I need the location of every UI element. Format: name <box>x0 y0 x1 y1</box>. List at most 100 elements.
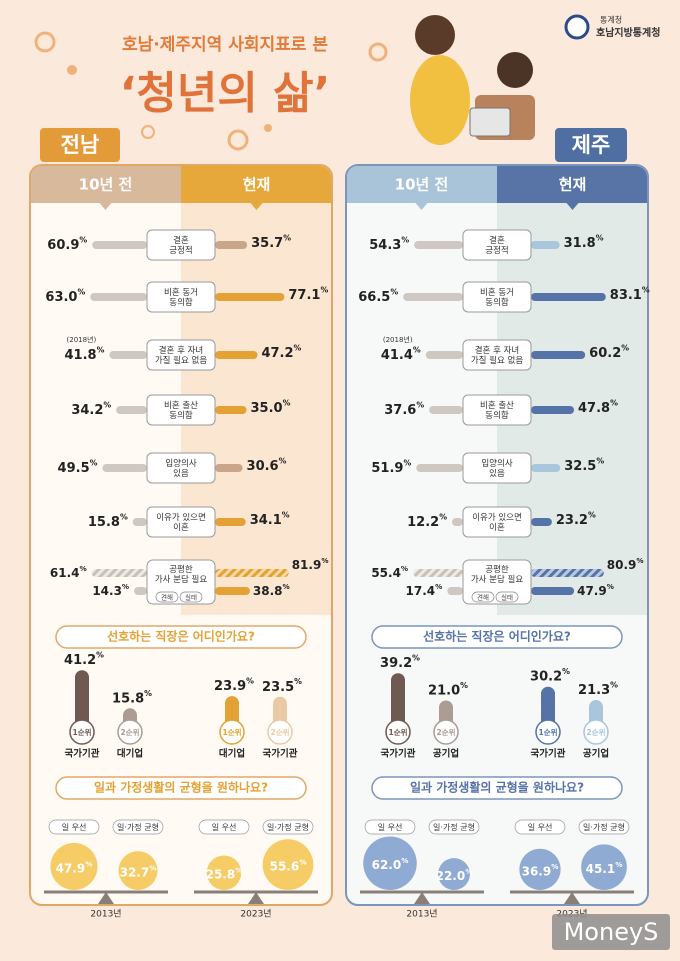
bar-past <box>102 464 147 472</box>
decoration <box>141 125 155 139</box>
value-number: 23.2 <box>556 513 588 528</box>
balance-tag <box>578 819 630 835</box>
value-unit: % <box>610 681 618 690</box>
value-number: 25.8 <box>206 867 236 881</box>
value-label: 81.9% <box>292 556 329 572</box>
balance-name: 일 우선 <box>212 823 237 832</box>
value-unit: % <box>283 233 291 242</box>
value-label: 23.9% <box>214 677 254 694</box>
value-number: 54.3 <box>369 238 401 253</box>
value-unit: % <box>621 343 629 352</box>
decoration <box>67 65 77 75</box>
value-label: 41.4% <box>381 345 421 362</box>
value-number: 47.9 <box>56 861 86 875</box>
rank-badge <box>535 719 561 745</box>
value-number: 45.1 <box>586 862 616 876</box>
rank-badge <box>267 719 293 745</box>
scale-base <box>564 892 580 904</box>
value-number: 62.0 <box>372 858 402 872</box>
indicator-label: 결혼 긍정적 <box>485 234 508 255</box>
value-unit: % <box>435 582 442 591</box>
value-unit: % <box>413 345 421 354</box>
value-unit: % <box>401 564 408 573</box>
value-label: 54.3% <box>369 235 409 252</box>
value-label: 34.2% <box>71 400 111 417</box>
value-unit: % <box>279 456 287 465</box>
value-number: 37.6 <box>384 403 416 418</box>
indicator-box <box>462 506 532 538</box>
bar-now <box>215 518 246 526</box>
value-label: 47.9% <box>56 859 93 875</box>
value-number: 14.3 <box>92 584 122 598</box>
balance-tag <box>198 819 250 835</box>
label-line: 결혼 <box>173 234 189 245</box>
bar-now <box>215 569 289 577</box>
bar-past <box>109 351 147 359</box>
header-now-label: 현재 <box>559 176 587 194</box>
value-unit: % <box>299 857 306 866</box>
value-unit: % <box>412 654 420 663</box>
value-number: 63.0 <box>45 290 77 305</box>
label-line: 결혼 <box>489 234 505 245</box>
value-unit: % <box>562 667 570 676</box>
indicator-label: 결혼 긍정적 <box>169 234 192 255</box>
value-number: 23.9 <box>214 679 246 694</box>
value-label: 15.8% <box>112 689 152 706</box>
indicator-box <box>146 281 216 313</box>
rank-label: 2순위 <box>270 727 289 737</box>
value-number: 83.1 <box>610 288 642 303</box>
value-number: 66.5 <box>358 290 390 305</box>
value-unit: % <box>390 287 398 296</box>
label-line: 동의함 <box>485 297 509 308</box>
value-number: 15.8 <box>88 515 120 530</box>
balance-circle <box>363 836 417 891</box>
bar-past <box>92 241 147 249</box>
decoration <box>34 31 56 53</box>
value-label: 38.8% <box>253 582 290 598</box>
indicator-label: 비혼 동거 동의함 <box>164 286 198 307</box>
label-line: 긍정적 <box>485 245 508 256</box>
value-label: 21.3% <box>578 681 618 698</box>
value-label: 80.9% <box>607 556 644 572</box>
value-label: 14.3% <box>92 582 129 598</box>
header-now <box>181 166 331 203</box>
value-unit: % <box>551 862 558 871</box>
value-unit: % <box>642 285 650 294</box>
balance-circle <box>519 848 561 890</box>
job-name: 대기업 <box>117 748 143 760</box>
value-label: 15.8% <box>88 512 128 529</box>
value-number: 47.8 <box>578 401 610 416</box>
value-number: 21.3 <box>578 683 610 698</box>
value-unit: % <box>144 689 152 698</box>
job-name: 대기업 <box>219 748 245 760</box>
label-line: 이혼 <box>173 522 189 533</box>
bar-now <box>215 293 285 301</box>
value-number: 17.4 <box>406 584 436 598</box>
value-number: 49.5 <box>58 461 90 476</box>
section-title: 일과 가정생활의 균형을 원하나요? <box>94 780 268 795</box>
value-number: 51.9 <box>371 461 403 476</box>
subtitle: 호남·제주지역 사회지표로 본 <box>122 35 328 55</box>
value-label: 23.2% <box>556 510 596 527</box>
indicator-box <box>146 339 216 371</box>
value-label: 60.9% <box>47 235 87 252</box>
value-unit: % <box>282 510 290 519</box>
bar-now <box>215 587 250 595</box>
value-number: 60.9 <box>47 238 79 253</box>
bar-now <box>531 518 552 526</box>
rank-label: 1순위 <box>222 727 241 737</box>
value-label: 21.0% <box>428 681 468 698</box>
bar-now <box>531 406 575 414</box>
balance-tag <box>428 819 480 835</box>
region-tab <box>40 128 120 162</box>
rank-badge <box>69 719 95 745</box>
value-unit: % <box>403 458 411 467</box>
value-number: 30.6 <box>247 459 279 474</box>
value-unit: % <box>460 681 468 690</box>
value-label: 51.9% <box>371 458 411 475</box>
job-name: 공기업 <box>433 748 459 760</box>
value-number: 81.9 <box>292 558 322 572</box>
year: 2013년 <box>90 909 121 920</box>
rank-label: 1순위 <box>388 727 407 737</box>
